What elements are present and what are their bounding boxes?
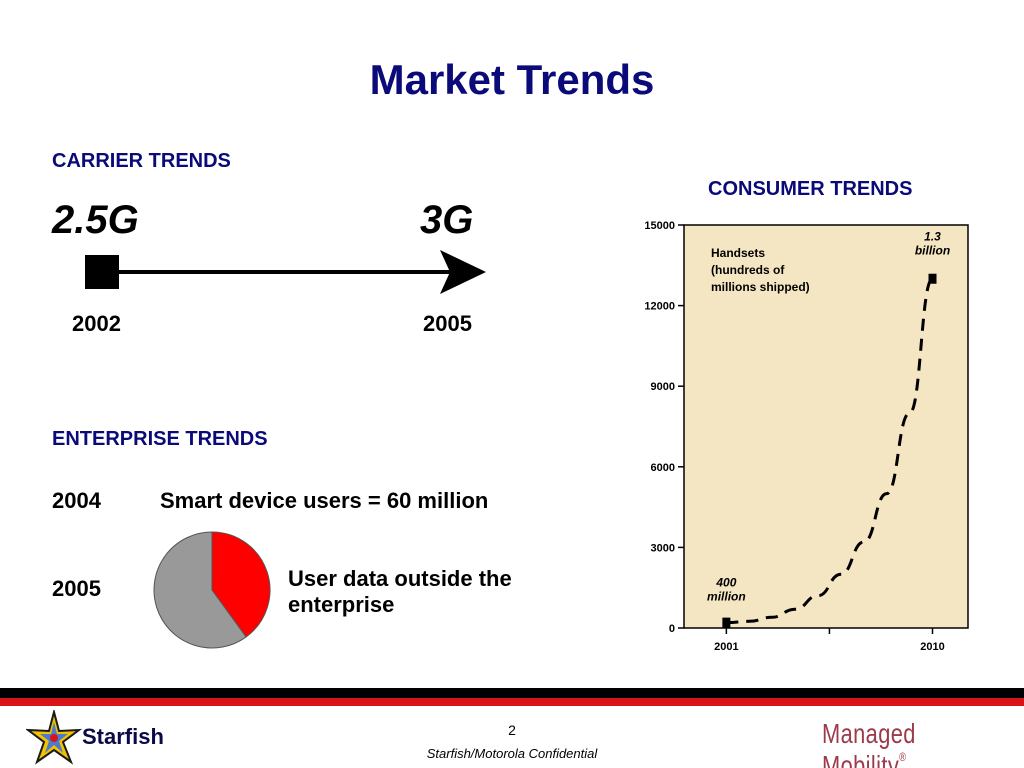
chart-legend-text: millions shipped) <box>711 280 810 294</box>
page-number: 2 <box>508 722 516 738</box>
x-tick-label: 2001 <box>714 641 738 653</box>
timeline-start-marker <box>85 255 119 289</box>
registered-mark: ® <box>899 750 907 764</box>
carrier-trends-heading: CARRIER TRENDS <box>52 150 231 172</box>
chart-annotation: million <box>707 590 746 604</box>
pie-slice-0 <box>211 531 271 638</box>
y-tick-label: 12000 <box>644 301 675 313</box>
starfish-logo-text: Starfish <box>82 724 164 749</box>
enterprise-pie-chart <box>153 531 271 649</box>
series-point-0 <box>722 617 731 628</box>
confidential-notice: Starfish/Motorola Confidential <box>426 746 598 761</box>
y-tick-label: 0 <box>669 623 675 635</box>
enterprise-users-text: Smart device users = 60 million <box>160 488 489 513</box>
slide-title: Market Trends <box>369 56 655 103</box>
x-tick-label: 2010 <box>920 641 944 653</box>
starfish-logo-icon <box>26 710 82 765</box>
y-tick-label: 9000 <box>651 381 675 393</box>
carrier-to-year: 2005 <box>423 311 472 336</box>
consumer-trends-heading: CONSUMER TRENDS <box>708 178 913 200</box>
footer-red-bar <box>0 698 1024 706</box>
managed-mobility-tagline: Managed Mobility® <box>822 718 980 768</box>
y-tick-label: 6000 <box>651 462 675 474</box>
carrier-from-year: 2002 <box>72 311 121 336</box>
enterprise-year-2004: 2004 <box>52 488 101 513</box>
chart-legend-text: Handsets <box>711 246 765 260</box>
y-tick-label: 3000 <box>651 542 675 554</box>
carrier-to-label: 3G <box>420 198 474 242</box>
carrier-timeline <box>85 250 486 294</box>
carrier-from-label: 2.5G <box>52 198 139 242</box>
footer-black-bar <box>0 688 1024 698</box>
enterprise-outside-text: User data outside the enterprise <box>288 566 512 617</box>
pie-slice-1 <box>153 531 247 649</box>
chart-annotation: billion <box>915 244 950 258</box>
chart-annotation: 1.3 <box>924 230 941 244</box>
tagline-text: Managed Mobility <box>822 718 916 768</box>
series-point-1 <box>928 273 937 284</box>
consumer-chart: 0 3000 6000 9000 12000 15000 2001 2010 Handsets (… <box>644 220 969 653</box>
chart-annotation: 400 <box>715 576 736 590</box>
enterprise-trends-heading: ENTERPRISE TRENDS <box>52 428 268 450</box>
y-tick-label: 15000 <box>644 220 675 232</box>
chart-plot-area <box>683 224 969 629</box>
enterprise-year-2005: 2005 <box>52 576 101 601</box>
timeline-arrowhead <box>440 250 486 294</box>
series-line <box>726 277 934 625</box>
chart-legend-text: (hundreds of <box>711 263 785 277</box>
